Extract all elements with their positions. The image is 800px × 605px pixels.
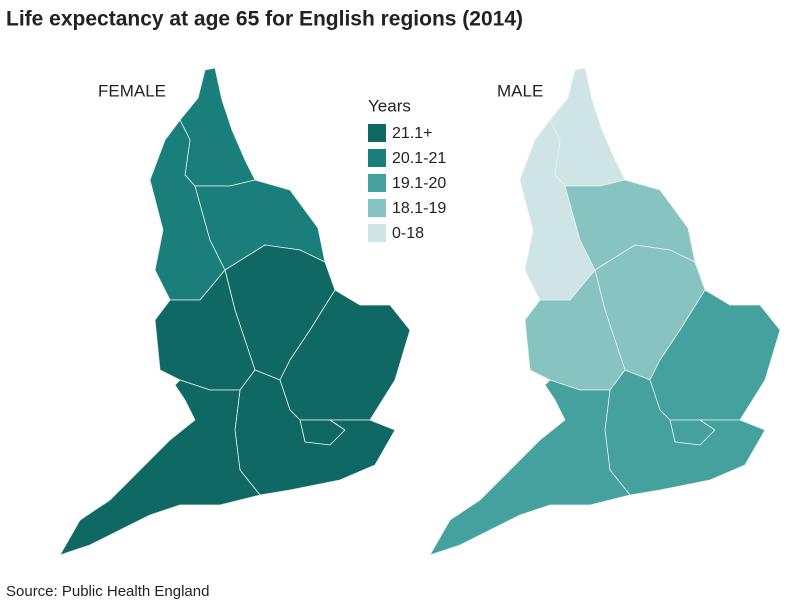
map xyxy=(429,67,781,556)
legend: 21.1+ 20.1-21 19.1-20 18.1-19 0-18 xyxy=(368,124,446,242)
map-label: FEMALE xyxy=(98,81,166,100)
map-label: MALE xyxy=(497,81,543,100)
region xyxy=(429,379,631,556)
maps: FEMALE MALE xyxy=(59,67,781,556)
legend-label: 0-18 xyxy=(392,225,424,242)
legend-label: 21.1+ xyxy=(392,125,432,142)
legend-title: Years xyxy=(368,96,411,115)
legend-label: 19.1-20 xyxy=(392,175,446,192)
legend-swatch xyxy=(368,174,386,192)
legend-label: 20.1-21 xyxy=(392,150,446,167)
map xyxy=(59,67,411,556)
legend-swatch xyxy=(368,199,386,217)
legend-swatch xyxy=(368,124,386,142)
legend-swatch xyxy=(368,149,386,167)
region xyxy=(59,379,261,556)
title: Life expectancy at age 65 for English re… xyxy=(6,8,523,31)
legend-label: 18.1-19 xyxy=(392,200,446,217)
legend-swatch xyxy=(368,224,386,242)
source: Source: Public Health England xyxy=(6,583,209,600)
